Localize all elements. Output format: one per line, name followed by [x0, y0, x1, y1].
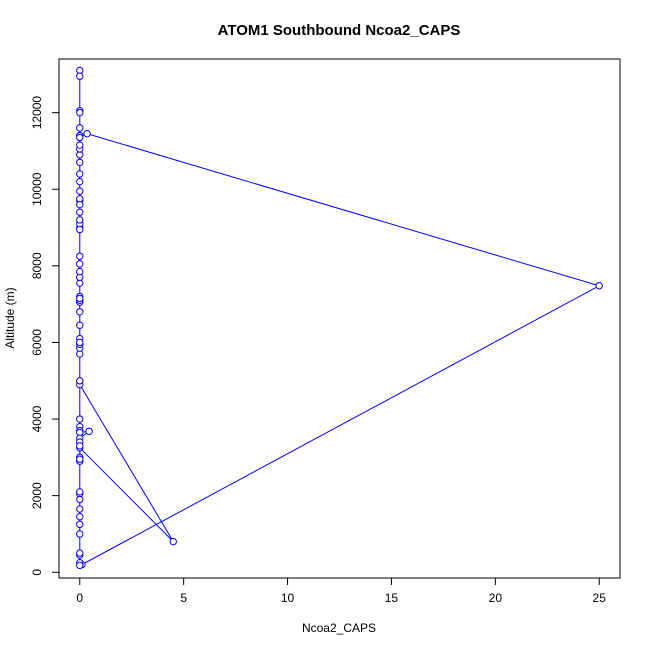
data-point	[76, 561, 84, 570]
y-tick-label: 2000	[30, 482, 44, 509]
data-point	[85, 427, 93, 436]
x-tick-label: 0	[76, 591, 83, 605]
x-tick-label: 5	[180, 591, 187, 605]
data-point	[76, 495, 84, 504]
data-point	[76, 225, 84, 234]
data-point	[76, 442, 84, 450]
data-point	[76, 308, 84, 316]
x-axis-label: Ncoa2_CAPS	[302, 621, 376, 635]
y-tick-label: 6000	[30, 329, 44, 356]
data-point	[76, 294, 84, 303]
y-tick-label: 8000	[30, 252, 44, 279]
data-point	[76, 321, 84, 329]
x-axis: 0 5 10 15 20 25	[76, 577, 607, 605]
data-point	[595, 282, 603, 290]
data-point	[76, 177, 84, 186]
data-point	[76, 338, 84, 347]
data-point	[76, 549, 84, 557]
plot-frame	[58, 58, 621, 579]
data-point	[76, 252, 84, 260]
data-point	[76, 260, 84, 268]
series-polyline	[79, 70, 601, 566]
chart-title: ATOM1 Southbound Ncoa2_CAPS	[218, 22, 461, 39]
data-point	[76, 108, 84, 117]
y-axis-label: Altitude (m)	[3, 287, 17, 348]
y-axis: 0 2000 4000 6000 8000 10000 12000	[30, 96, 60, 576]
y-tick-label: 0	[30, 569, 44, 576]
x-tick-label: 20	[489, 591, 503, 605]
y-tick-label: 10000	[30, 172, 44, 206]
x-tick-label: 25	[593, 591, 607, 605]
data-point	[76, 158, 84, 167]
data-point	[76, 216, 84, 224]
data-point	[76, 530, 84, 538]
x-tick-label: 10	[281, 591, 295, 605]
y-tick-label: 12000	[30, 96, 44, 130]
series-line	[79, 70, 601, 566]
data-point	[76, 72, 84, 80]
data-point	[76, 505, 84, 513]
data-point	[76, 170, 84, 178]
data-point	[76, 520, 84, 529]
data-point	[76, 200, 84, 209]
data-point	[76, 133, 84, 142]
data-point	[76, 124, 84, 132]
data-point	[76, 513, 84, 521]
data-point	[169, 537, 177, 546]
data-point	[76, 141, 84, 149]
data-point	[76, 187, 84, 195]
series-points	[76, 66, 603, 570]
data-point	[76, 208, 84, 216]
data-point	[83, 129, 91, 138]
data-point	[76, 488, 84, 496]
data-point	[76, 377, 84, 385]
x-tick-label: 15	[385, 591, 399, 605]
y-tick-label: 4000	[30, 405, 44, 432]
data-point	[76, 267, 84, 276]
data-point	[76, 455, 84, 463]
data-point	[76, 415, 84, 423]
